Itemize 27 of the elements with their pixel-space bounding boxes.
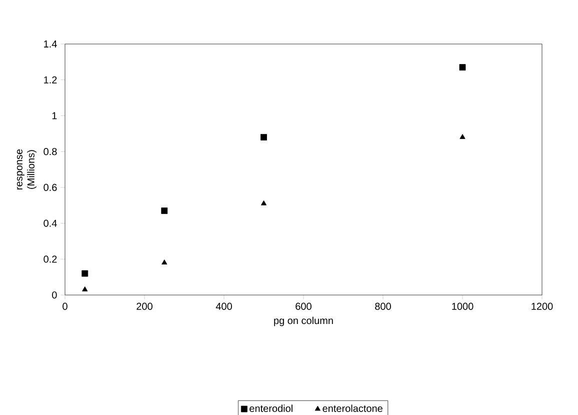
y-tick-label: 0.8 — [44, 148, 57, 156]
y-tick-label: 0.6 — [44, 184, 57, 191]
x-tick-label: 400 — [216, 302, 232, 310]
legend-label: enterolactone — [322, 404, 382, 412]
point — [260, 200, 267, 206]
point — [162, 260, 168, 264]
x-tick-label: 1000 — [452, 302, 474, 310]
legend-label: enterodiol — [250, 404, 292, 412]
y-tick-label: 0.4 — [44, 220, 57, 227]
point — [260, 134, 267, 140]
y-axis-title: response (Millions) — [16, 149, 36, 190]
y-tick-label: 1 — [52, 112, 57, 120]
x-tick-label: 1200 — [532, 302, 553, 310]
point — [460, 134, 466, 139]
point — [161, 208, 168, 214]
point — [82, 270, 88, 277]
y-tick-label: 0 — [52, 291, 57, 299]
point — [459, 64, 466, 71]
x-tick-label: 0 — [62, 302, 68, 310]
y-tick-label: 1.2 — [44, 76, 57, 84]
x-tick-label: 800 — [375, 302, 391, 310]
x-tick-label: 200 — [136, 302, 152, 310]
x-axis-title: pg on column — [274, 316, 333, 326]
x-tick-label: 600 — [296, 302, 312, 310]
y-tick-label: 1.4 — [44, 40, 57, 48]
y-tick-label: 0.2 — [44, 256, 57, 263]
point — [82, 286, 88, 292]
